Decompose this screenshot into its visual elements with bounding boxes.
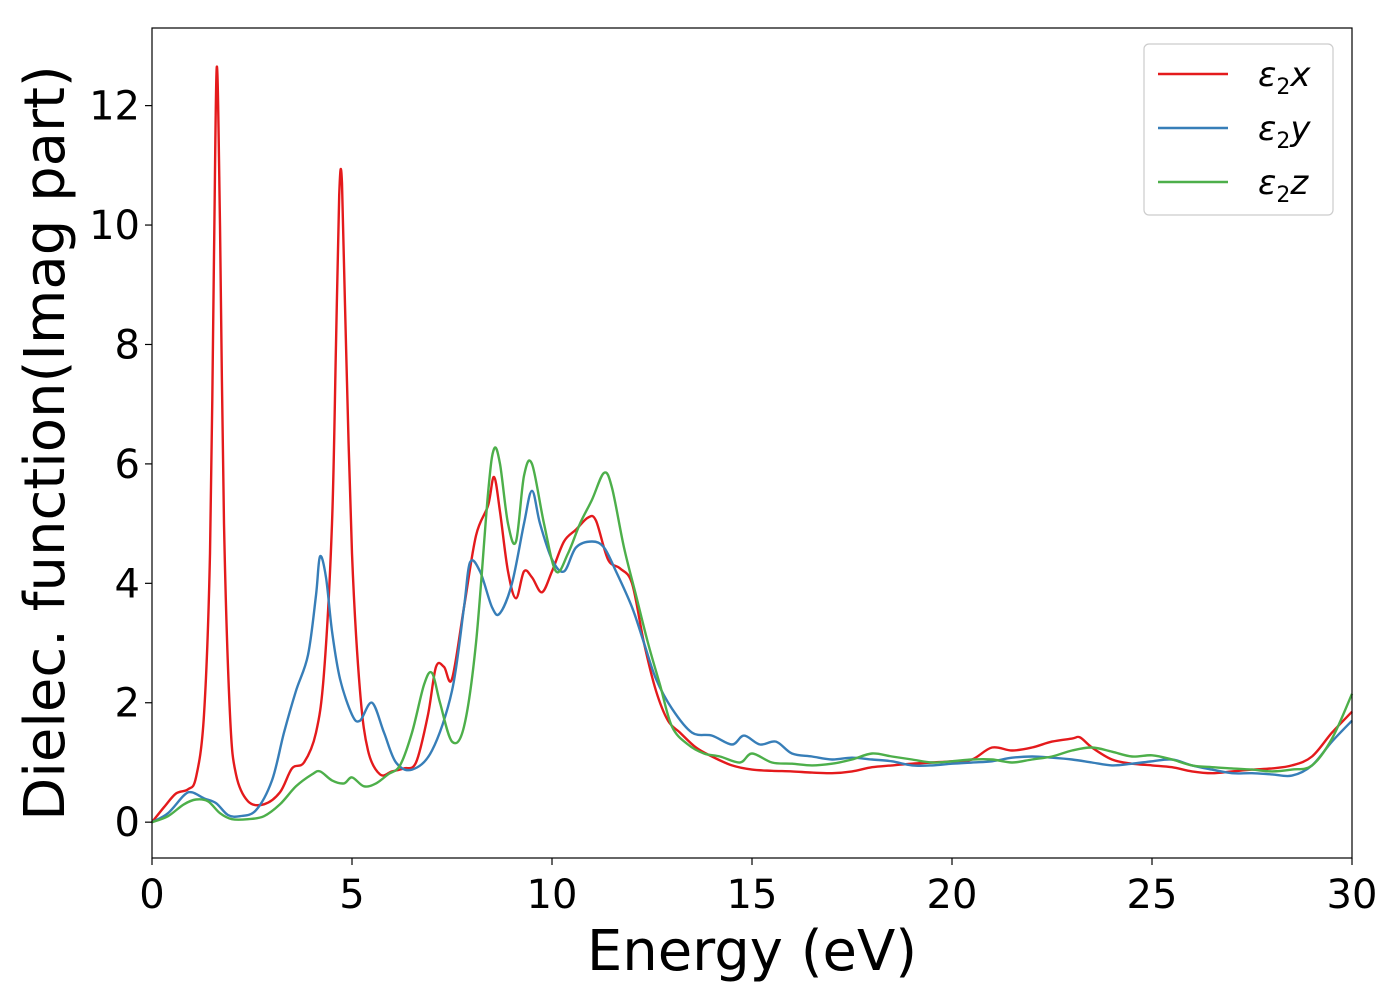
- x-tick-label: 5: [339, 872, 364, 918]
- legend-label-z: ε2z: [1258, 163, 1309, 208]
- y-axis-title: Dielec. function(Imag part): [13, 65, 78, 821]
- y-tick-label: 4: [115, 561, 140, 607]
- legend-label-y: ε2y: [1258, 109, 1311, 154]
- series-line-x: [151, 65, 1353, 823]
- x-tick-label: 20: [927, 872, 978, 918]
- legend-box: [1143, 43, 1334, 216]
- axis-layer: 0 5 10 15 20 25 30 0 2 4 6 8 10 12: [89, 84, 1377, 918]
- series-layer: [151, 65, 1354, 824]
- x-tick-label: 30: [1327, 872, 1378, 918]
- x-tick-label: 0: [139, 872, 164, 918]
- y-tick-label: 0: [115, 800, 140, 846]
- y-tick-label: 2: [115, 681, 140, 727]
- x-tick-label: 10: [527, 872, 578, 918]
- series-line-y: [151, 489, 1353, 824]
- legend: ε2x ε2y ε2z: [1143, 43, 1334, 216]
- legend-label-x: ε2x: [1258, 55, 1311, 100]
- x-tick-label: 15: [727, 872, 778, 918]
- y-tick-label: 12: [89, 84, 140, 130]
- x-axis-title: Energy (eV): [587, 919, 917, 984]
- x-tick-label: 25: [1127, 872, 1178, 918]
- y-tick-label: 10: [89, 203, 140, 249]
- series-line-z: [151, 446, 1354, 824]
- y-tick-label: 8: [115, 322, 140, 368]
- y-tick-label: 6: [115, 442, 140, 488]
